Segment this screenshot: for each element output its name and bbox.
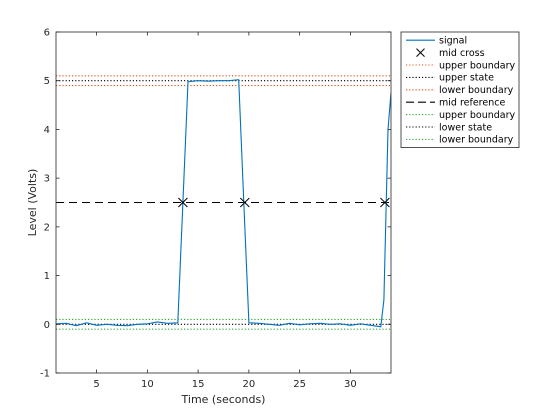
mid-cross-marker [239,197,250,208]
legend-box [400,31,520,148]
axes-frame [55,31,392,374]
y-tick-label: -1 [40,369,50,380]
legend-entry: signal [406,36,467,47]
y-tick-label: 3 [44,174,50,185]
legend-label: mid cross [439,48,485,59]
legend-label: lower boundary [439,85,514,96]
x-tick-label: 5 [93,379,99,390]
legend-label: lower state [439,122,492,133]
mid-cross-stroke-b [239,197,250,208]
plot-content [56,75,391,330]
legend-label: lower boundary [439,135,514,146]
y-tick-label: 1 [44,271,50,282]
axes: 5 10 15 20 25 30 -1 0 1 2 3 4 5 6 [40,28,392,390]
mid-cross-marker [178,197,188,208]
plot-background [56,32,391,373]
legend-label: upper boundary [439,60,515,71]
mid-cross-stroke-b [380,197,390,208]
legend-entry: upper boundary [406,110,515,121]
x-tick-label: 20 [243,379,256,390]
legend-entry: lower state [406,122,492,133]
legend-entry: mid cross [416,48,485,59]
mid-cross-stroke-b [178,197,188,208]
y-tick-label: 4 [44,125,50,136]
x-tick-label: 15 [192,379,205,390]
y-tick-label: 6 [44,28,50,39]
legend-entry: mid reference [406,98,505,109]
x-tick-label: 10 [141,379,154,390]
y-tick-label: 5 [44,76,50,87]
y-tick-label: 2 [44,222,50,233]
legend-entry: lower boundary [406,85,514,96]
legend-label: signal [439,36,467,47]
legend-label: upper state [439,73,494,84]
legend-marker-b [416,48,425,57]
legend-entry: lower boundary [406,135,514,146]
x-tick-label: 25 [293,379,306,390]
y-axis-label: Level (Volts) [26,169,39,237]
y-tick-label: 0 [44,320,50,331]
x-axis-label: Time (seconds) [181,393,266,406]
plot-area [56,32,391,373]
mid-cross-marker [380,197,390,208]
legend-label: upper boundary [439,110,515,121]
legend-label: mid reference [439,98,505,109]
signal-line [56,79,391,328]
legend-entry: upper boundary [406,60,515,71]
legend-entry: upper state [406,73,494,84]
x-tick-label: 30 [344,379,357,390]
